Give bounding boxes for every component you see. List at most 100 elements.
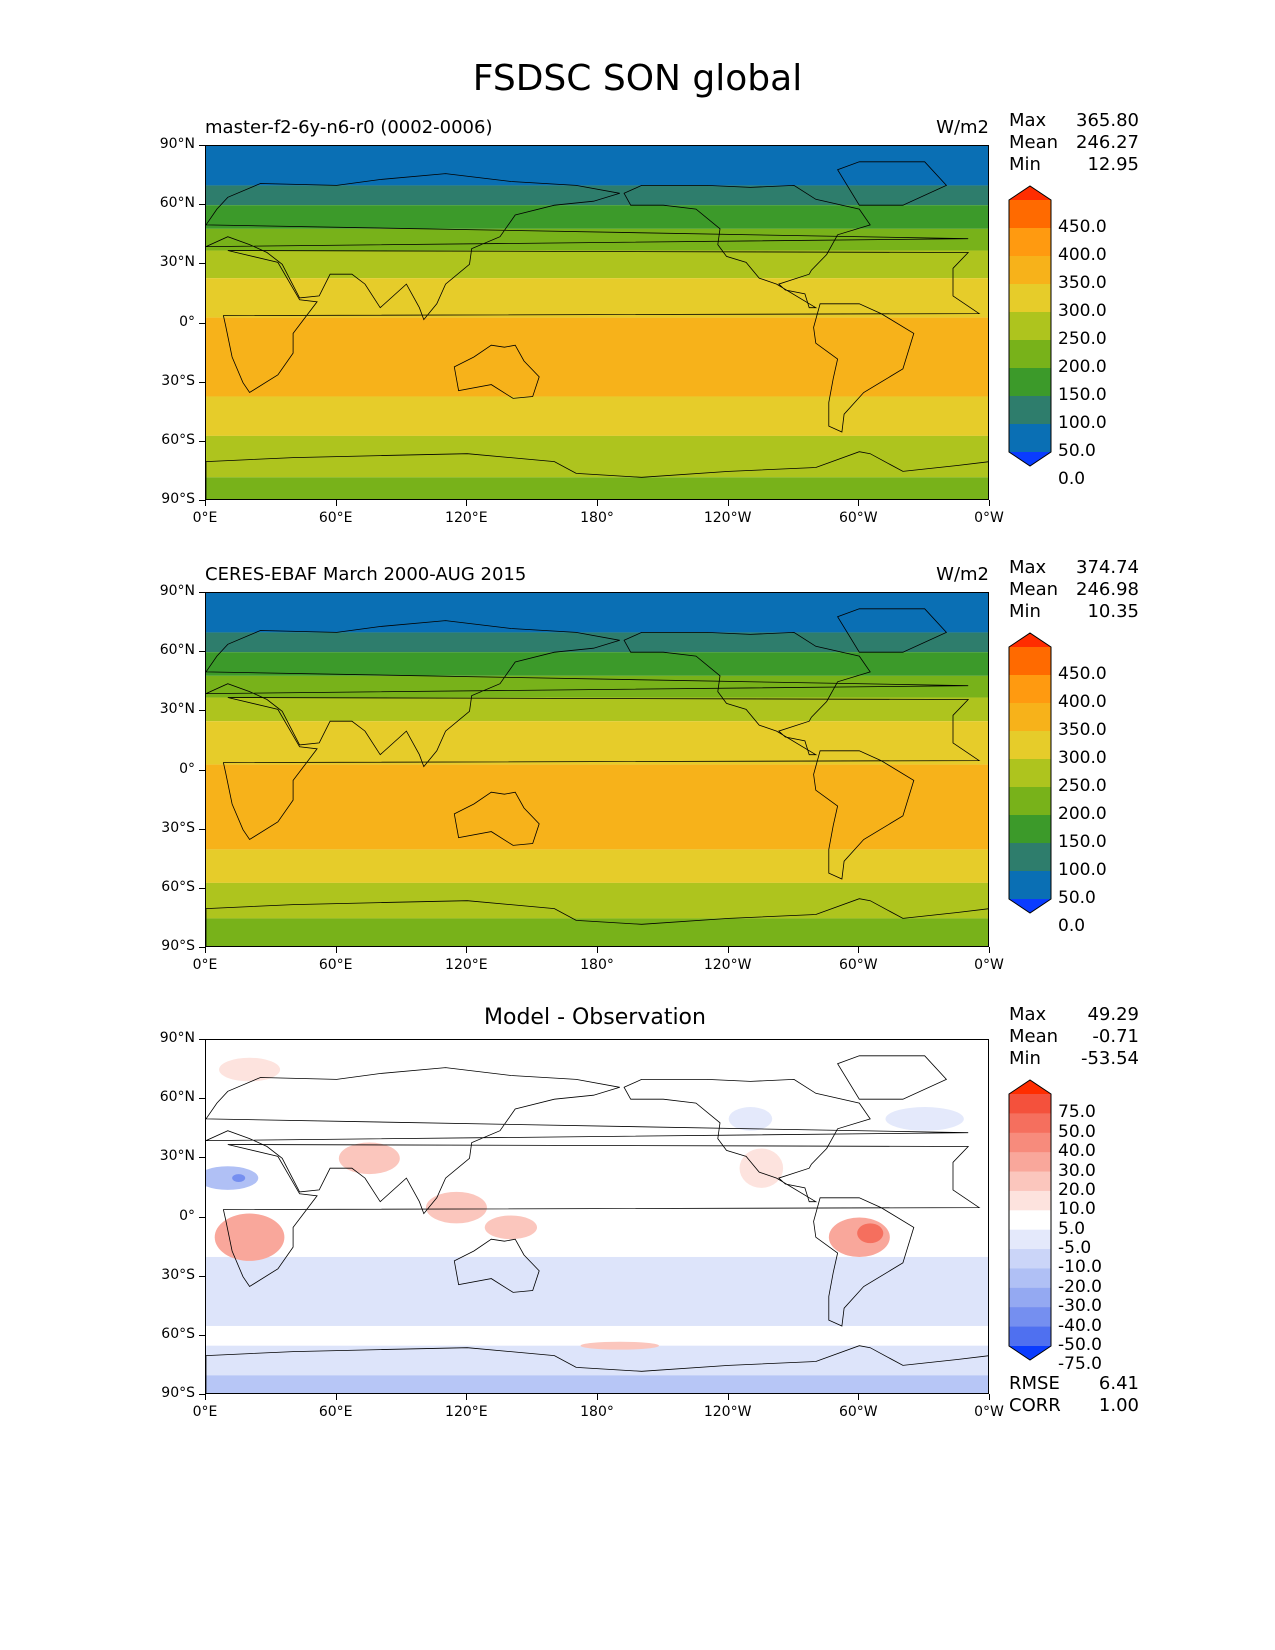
colorbar-segment	[1009, 340, 1051, 369]
colorbar-extend-min	[1009, 1346, 1051, 1360]
lat-tick-mark	[199, 1039, 205, 1040]
lat-tick-mark	[199, 769, 205, 771]
coastline-antarctica	[206, 898, 988, 946]
lon-tick-label: 60°W	[838, 957, 878, 973]
colorbar-segment	[1009, 200, 1051, 229]
lon-tick-label: 60°E	[318, 510, 353, 526]
anomaly-patch	[232, 1174, 246, 1182]
lon-tick-mark	[466, 947, 468, 953]
map-svg	[206, 146, 988, 499]
lon-tick-mark	[205, 947, 206, 953]
stat-label: Max	[1009, 557, 1047, 578]
lat-band	[206, 396, 988, 436]
colorbar-segment	[1009, 843, 1051, 872]
stat-label: RMSE	[1009, 1373, 1060, 1394]
colorbar-segment	[1009, 1113, 1051, 1134]
lon-tick-label: 0°E	[192, 957, 218, 973]
colorbar-label: 350.0	[1058, 720, 1107, 740]
stat-value: 1.00	[1098, 1395, 1139, 1416]
lat-band	[206, 146, 988, 186]
stat-label: Max	[1009, 110, 1047, 131]
stat-row: CORR 1.00	[1009, 1395, 1139, 1417]
lon-tick-mark	[727, 947, 729, 953]
lat-tick-mark	[199, 887, 205, 889]
lat-band	[206, 849, 988, 883]
colorbar-segment	[1009, 759, 1051, 788]
lat-band	[206, 721, 988, 765]
colorbar-segment	[1009, 1268, 1051, 1289]
colorbar-label: 50.0	[1058, 441, 1096, 461]
colorbar-label: 30.0	[1058, 1160, 1096, 1181]
coastline-antarctica	[206, 1345, 988, 1393]
lon-tick-label: 120°E	[445, 957, 488, 973]
coastline-greenland	[837, 1055, 948, 1100]
colorbar-segment	[1009, 1210, 1051, 1231]
colorbar	[1008, 185, 1052, 467]
lon-tick-label: 0°E	[192, 1404, 218, 1420]
stat-value: 6.41	[1098, 1373, 1139, 1394]
lat-tick-mark	[199, 592, 205, 593]
colorbar-label: 40.0	[1058, 1141, 1096, 1162]
colorbar-label: 10.0	[1058, 1199, 1096, 1220]
stat-row: Mean 246.98	[1009, 579, 1139, 601]
coastline-australia	[453, 791, 540, 846]
lat-tick-label: 60°S	[161, 431, 195, 448]
lon-tick-mark	[989, 947, 990, 953]
stat-value: 12.95	[1087, 154, 1139, 175]
colorbar-label: -40.0	[1058, 1315, 1102, 1336]
lon-tick-mark	[597, 500, 598, 506]
lon-tick-mark	[205, 1394, 206, 1400]
colorbar-extend-max	[1009, 186, 1051, 200]
lat-tick-mark	[199, 1216, 205, 1218]
lat-tick-mark	[199, 1157, 205, 1159]
colorbar	[1008, 1079, 1052, 1361]
colorbar-label: 450.0	[1058, 664, 1107, 684]
colorbar-label: 200.0	[1058, 357, 1107, 377]
lon-tick-mark	[858, 947, 860, 953]
stat-value: 246.98	[1076, 579, 1139, 600]
lon-tick-mark	[335, 500, 337, 506]
lat-tick-mark	[199, 1334, 205, 1336]
colorbar-extend-min	[1009, 452, 1051, 466]
colorbar-label: 20.0	[1058, 1179, 1096, 1200]
lon-tick-label: 0°W	[974, 957, 1004, 973]
anomaly-patch	[857, 1223, 884, 1244]
lat-tick-mark	[199, 440, 205, 442]
lon-tick-mark	[466, 1394, 468, 1400]
colorbar-segment	[1009, 228, 1051, 257]
coastline-eurasia	[206, 1067, 969, 1215]
colorbar-label: -10.0	[1058, 1257, 1102, 1278]
coastline-samerica	[813, 1197, 915, 1327]
lat-tick-label: 90°N	[159, 583, 195, 599]
lat-tick-label: 90°N	[159, 1030, 195, 1046]
colorbar-segment	[1009, 1190, 1051, 1211]
stat-row: Min 10.35	[1009, 601, 1139, 623]
stat-row: Min 12.95	[1009, 154, 1139, 176]
colorbar-segment	[1009, 1249, 1051, 1269]
lat-tick-label: 90°N	[159, 136, 195, 152]
lon-tick-label: 180°	[580, 1404, 614, 1420]
lon-tick-label: 180°	[580, 957, 614, 973]
map-panel	[205, 592, 989, 947]
colorbar-label: 350.0	[1058, 273, 1107, 293]
lat-tick-mark	[199, 204, 205, 206]
stat-row: Mean 246.27	[1009, 132, 1139, 154]
colorbar-label: 100.0	[1058, 413, 1107, 433]
panel-units: W/m2	[936, 117, 989, 138]
lat-tick-label: 30°S	[161, 372, 195, 389]
colorbar-label: 100.0	[1058, 860, 1107, 880]
lon-tick-label: 180°	[580, 510, 614, 526]
lat-tick-mark	[199, 145, 205, 146]
map-svg	[206, 593, 988, 946]
colorbar-segment	[1009, 1132, 1051, 1153]
anomaly-patch	[206, 1166, 259, 1190]
lat-tick-label: 30°S	[161, 1266, 195, 1283]
lon-tick-label: 60°W	[838, 1404, 878, 1420]
map-panel	[205, 1039, 989, 1394]
stat-label: Min	[1009, 154, 1041, 175]
stat-row: Min -53.54	[1009, 1048, 1139, 1070]
stat-value: 365.80	[1076, 110, 1139, 131]
anomaly-patch	[214, 1213, 285, 1261]
stat-value: 10.35	[1087, 601, 1139, 622]
coastline-namerica	[623, 631, 871, 756]
